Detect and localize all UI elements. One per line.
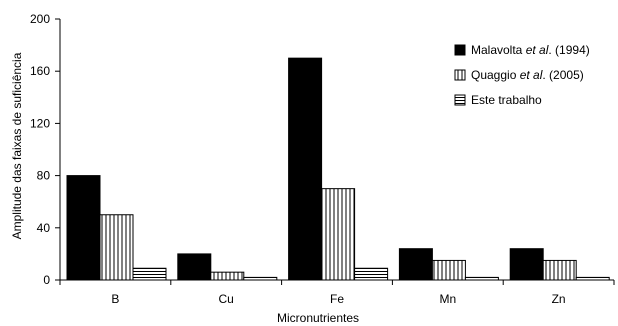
legend-label-part: Quaggio (471, 68, 520, 82)
bar (464, 276, 499, 281)
bar (243, 276, 278, 281)
legend-swatch (454, 44, 466, 56)
legend-label: Quaggio et al. (2005) (471, 68, 584, 82)
bar (210, 271, 245, 281)
y-tick-label: 40 (37, 221, 51, 235)
bar (177, 253, 212, 281)
bar (288, 57, 323, 281)
bar (398, 248, 433, 281)
x-tick-label: Zn (552, 292, 566, 306)
bar (542, 259, 577, 281)
bar (431, 259, 466, 281)
bar (99, 214, 134, 281)
bar (509, 248, 544, 281)
x-tick-label: Mn (439, 292, 456, 306)
y-axis-label: Amplitude das faixas de suficiência (10, 52, 24, 239)
legend-label-part: Este trabalho (471, 93, 542, 107)
legend-swatch (454, 69, 466, 81)
legend-label-part: et al (520, 68, 543, 82)
bar (575, 276, 610, 281)
y-tick-label: 200 (30, 12, 50, 26)
x-tick-label: Cu (219, 292, 234, 306)
legend-label: Este trabalho (471, 93, 542, 107)
y-tick-label: 160 (30, 64, 50, 78)
legend-label-part: Malavolta (471, 43, 526, 57)
legend-label: Malavolta et al. (1994) (471, 43, 590, 57)
x-tick-label: B (111, 292, 119, 306)
x-axis-label: Micronutrientes (277, 311, 359, 325)
y-tick-label: 0 (43, 273, 50, 287)
legend: Malavolta et al. (1994)Quaggio et al. (2… (454, 43, 590, 107)
legend-label-part: . (1994) (548, 43, 589, 57)
y-tick-label: 80 (37, 169, 51, 183)
bar (354, 267, 389, 281)
legend-swatch (454, 94, 466, 106)
x-tick-label: Fe (330, 292, 344, 306)
plot-area: 0 40 80 120 160 200 B Cu Fe Mn Zn (30, 12, 615, 306)
bar (132, 267, 167, 281)
bar (66, 175, 101, 281)
bar (321, 188, 356, 281)
legend-label-part: et al (526, 43, 549, 57)
legend-label-part: . (2005) (542, 68, 583, 82)
y-tick-label: 120 (30, 116, 50, 130)
